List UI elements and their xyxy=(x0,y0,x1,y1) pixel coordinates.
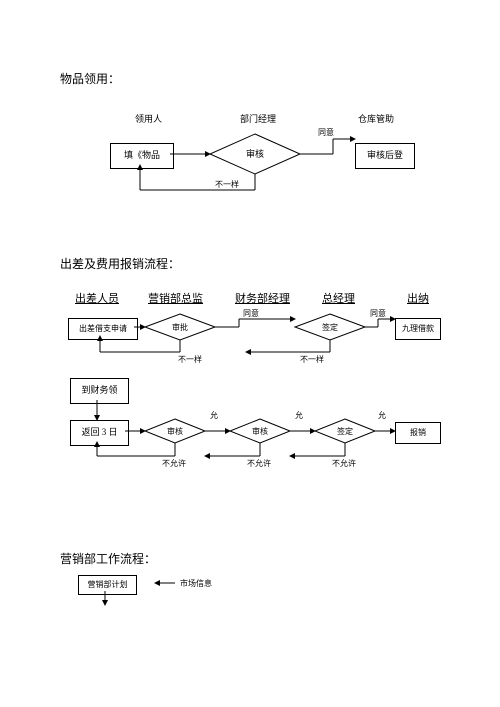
flow3-svg xyxy=(0,0,500,620)
